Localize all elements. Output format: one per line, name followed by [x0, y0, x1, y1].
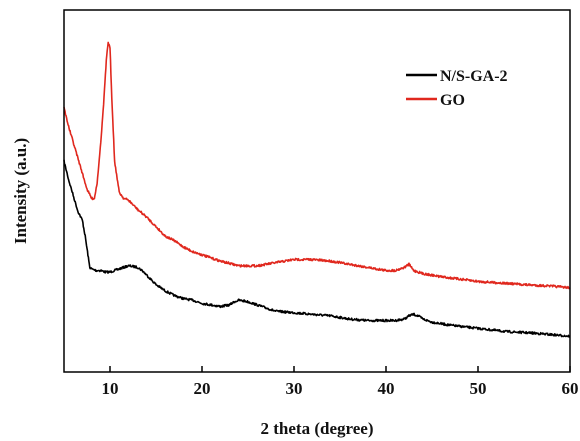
- x-axis-ticks: 10 20 30 40 50 60: [102, 366, 579, 398]
- series-line-go: [63, 41, 571, 290]
- x-tick-label: 10: [102, 379, 119, 398]
- x-tick-label: 40: [378, 379, 395, 398]
- legend: N/S-GA-2 GO: [406, 68, 508, 109]
- plot-frame: [63, 9, 571, 373]
- x-tick-label: 50: [470, 379, 487, 398]
- plot-area: [63, 41, 571, 338]
- x-tick-label: 20: [194, 379, 211, 398]
- series-line-n-s-ga-2: [63, 159, 571, 338]
- x-tick-label: 30: [286, 379, 303, 398]
- legend-label-go: GO: [440, 92, 465, 109]
- x-axis-label: 2 theta (degree): [261, 419, 374, 438]
- legend-label-n-s-ga-2: N/S-GA-2: [440, 68, 508, 85]
- y-axis-label: Intensity (a.u.): [11, 138, 30, 244]
- x-tick-label: 60: [562, 379, 579, 398]
